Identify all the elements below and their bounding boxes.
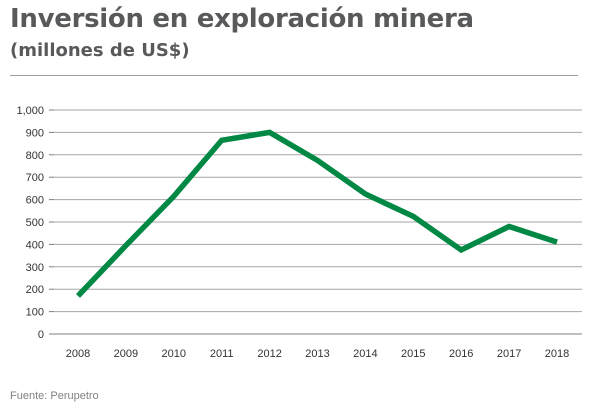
x-tick-label: 2011 bbox=[210, 348, 234, 360]
series-line bbox=[76, 129, 558, 298]
y-tick-label: 600 bbox=[26, 195, 44, 207]
source-note: Fuente: Perupetro bbox=[10, 390, 99, 402]
series-group bbox=[76, 129, 558, 298]
y-tick-label: 100 bbox=[26, 307, 44, 319]
x-axis: 2008 2009 2010 2011 2012 2013 2014 2015 2016 2017… bbox=[66, 348, 569, 360]
y-tick-label: 900 bbox=[26, 127, 44, 139]
y-tick-label: 800 bbox=[26, 150, 44, 162]
x-tick-label: 2016 bbox=[449, 348, 473, 360]
chart-title: Inversión en exploración minera bbox=[10, 4, 474, 34]
y-tick-label: 1,000 bbox=[16, 105, 44, 117]
chart-subtitle: (millones de US$) bbox=[10, 40, 190, 61]
gridlines bbox=[54, 109, 582, 335]
x-tick-label: 2013 bbox=[305, 348, 329, 360]
x-tick-label: 2015 bbox=[401, 348, 425, 360]
y-tick-label: 700 bbox=[26, 172, 44, 184]
y-axis: 0 100 200 300 400 500 600 700 800 900 1,000 bbox=[16, 105, 54, 341]
y-tick-label: 300 bbox=[26, 262, 44, 274]
x-tick-label: 2012 bbox=[257, 348, 281, 360]
y-tick-label: 500 bbox=[26, 217, 44, 229]
x-tick-label: 2008 bbox=[66, 348, 90, 360]
y-tick-label: 200 bbox=[26, 284, 44, 296]
x-tick-label: 2010 bbox=[162, 348, 186, 360]
x-tick-label: 2014 bbox=[353, 348, 377, 360]
y-tick-label: 0 bbox=[38, 329, 44, 341]
x-tick-label: 2009 bbox=[114, 348, 138, 360]
x-tick-label: 2017 bbox=[497, 348, 521, 360]
x-tick-label: 2018 bbox=[545, 348, 569, 360]
y-tick-label: 400 bbox=[26, 239, 44, 251]
title-divider bbox=[10, 75, 578, 76]
